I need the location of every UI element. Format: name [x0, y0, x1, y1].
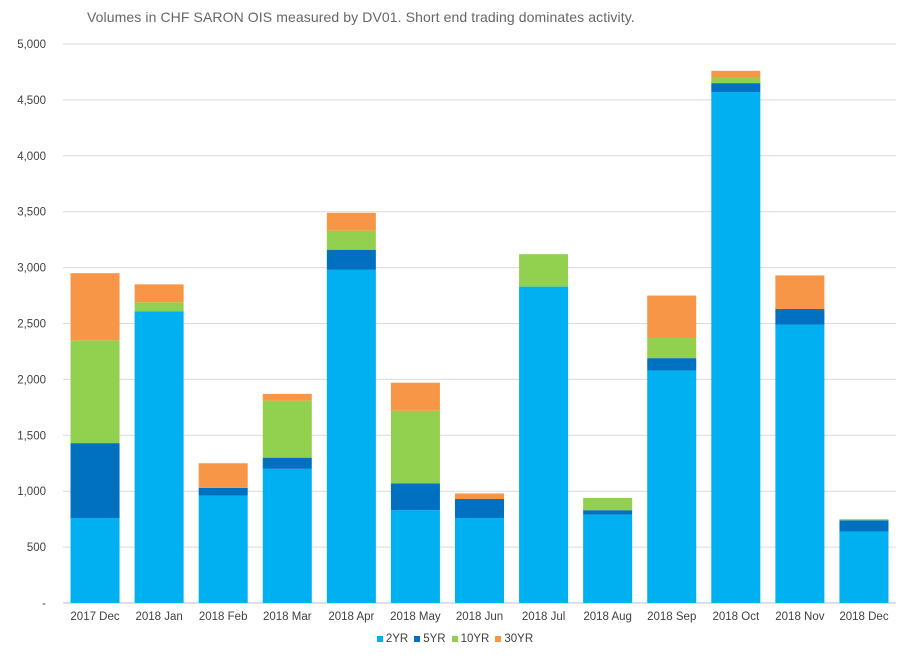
bar-segment-5yr [583, 510, 633, 515]
legend-swatch [495, 636, 502, 642]
x-tick-label: 2018 Mar [263, 611, 312, 623]
y-tick-label: 3,500 [17, 207, 46, 219]
bar-segment-10yr [711, 77, 761, 84]
y-tick-label: 4,500 [17, 95, 46, 107]
bar-segment-30yr [134, 284, 184, 303]
x-tick-label: 2018 Jan [135, 611, 182, 623]
bar-segment-10yr [390, 410, 440, 484]
legend-swatch [414, 636, 421, 642]
bar-segment-30yr [326, 212, 376, 231]
bar-segment-5yr [326, 249, 376, 270]
legend: 2YR 5YR 10YR 30YR [0, 633, 910, 645]
bar-segment-5yr [775, 308, 825, 325]
bar-segment-30yr [454, 493, 505, 500]
bar-segment-5yr [262, 457, 312, 469]
bar-segment-30yr [711, 70, 761, 78]
x-tick-label: 2018 Jul [522, 611, 565, 623]
legend-item-2yr: 2YR [376, 633, 409, 645]
y-tick-label: 5,000 [17, 39, 46, 51]
bar-segment-10yr [326, 230, 376, 250]
bar-segment-10yr [647, 338, 697, 359]
legend-label: 5YR [423, 633, 446, 645]
bar-segment-5yr [70, 443, 120, 519]
bar-segment-5yr [839, 520, 889, 532]
bar-segment-30yr [390, 382, 440, 411]
bar-segment-2yr [326, 269, 376, 603]
legend-label: 10YR [460, 633, 490, 645]
y-tick-label: 2,000 [17, 374, 46, 386]
bar-segment-2yr [583, 514, 633, 603]
bar-segment-10yr [839, 519, 889, 521]
bar-segment-5yr [454, 499, 505, 519]
bar-segment-5yr [711, 83, 761, 93]
bar-segment-10yr [583, 497, 633, 511]
bar-segment-5yr [390, 483, 440, 511]
x-tick-label: 2018 Apr [328, 611, 374, 623]
legend-label: 30YR [504, 633, 534, 645]
legend-swatch [451, 636, 458, 642]
bar-segment-2yr [134, 311, 184, 603]
bar-segment-2yr [647, 370, 697, 603]
bar-segment-30yr [262, 393, 312, 401]
x-tick-label: 2018 Nov [775, 611, 824, 623]
y-tick-label: 4,000 [17, 151, 46, 163]
bar-segment-10yr [519, 254, 569, 287]
x-tick-label: 2018 Aug [583, 611, 632, 623]
y-tick-label: 3,000 [17, 263, 46, 275]
bar-segment-2yr [390, 510, 440, 603]
y-axis: - 500 1,000 1,500 2,000 2,500 3,000 3,500 4,000 4… [17, 39, 46, 610]
bar-segment-2yr [198, 495, 248, 603]
bar-segment-2yr [711, 92, 761, 603]
bar-segment-2yr [262, 468, 312, 603]
chart-title: Volumes in CHF SARON OIS measured by DV0… [87, 9, 635, 25]
bar-segment-2yr [454, 518, 505, 603]
y-tick-label: 2,500 [17, 319, 46, 331]
x-tick-label: 2018 Dec [839, 611, 888, 623]
legend-swatch [376, 636, 383, 642]
bar-segment-10yr [134, 302, 184, 312]
x-tick-label: 2018 Sep [647, 611, 696, 623]
bar-segment-2yr [70, 518, 120, 603]
bar-segment-2yr [519, 286, 569, 603]
y-tick-label: 500 [27, 542, 46, 554]
bars [70, 70, 889, 603]
bar-segment-30yr [775, 275, 825, 309]
legend-item-10yr: 10YR [451, 633, 490, 645]
x-tick-label: 2018 Feb [199, 611, 248, 623]
legend-item-5yr: 5YR [414, 633, 446, 645]
bar-segment-2yr [839, 531, 889, 603]
legend-label: 2YR [385, 633, 409, 645]
x-tick-label: 2018 May [390, 611, 441, 623]
x-tick-label: 2018 Jun [456, 611, 503, 623]
bar-segment-2yr [775, 324, 825, 603]
bar-segment-5yr [647, 358, 697, 371]
y-tick-label: - [42, 598, 46, 610]
bar-segment-30yr [198, 463, 248, 488]
x-tick-label: 2017 Dec [70, 611, 119, 623]
bar-segment-5yr [198, 487, 248, 496]
y-tick-label: 1,500 [17, 430, 46, 442]
bar-segment-30yr [647, 295, 697, 339]
x-tick-label: 2018 Oct [712, 611, 759, 623]
bar-segment-10yr [262, 400, 312, 458]
bar-segment-10yr [70, 340, 120, 444]
x-axis: 2017 Dec 2018 Jan 2018 Feb 2018 Mar 2018 Apr… [70, 611, 888, 623]
bar-segment-30yr [70, 273, 120, 341]
y-tick-label: 1,000 [17, 486, 46, 498]
legend-item-30yr: 30YR [495, 633, 533, 645]
